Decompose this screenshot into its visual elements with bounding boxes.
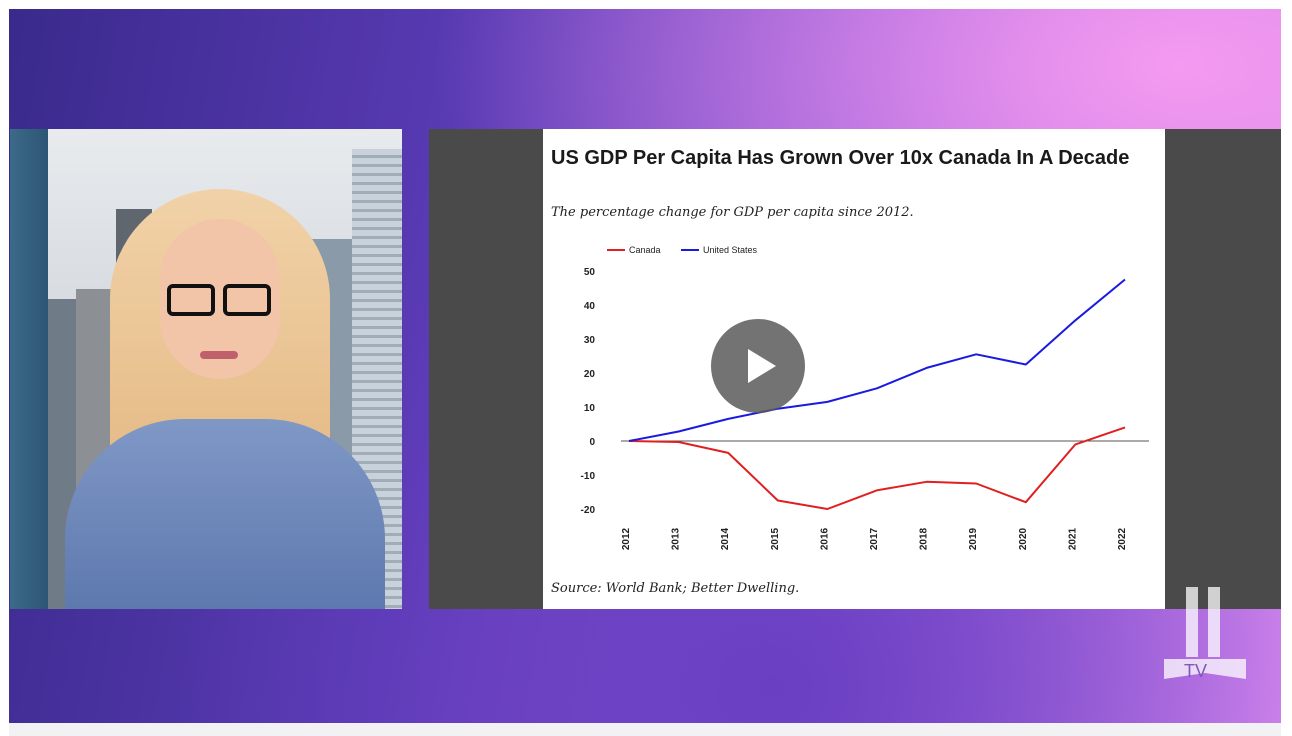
y-tick-label: 50	[584, 267, 596, 278]
y-tick-label: 40	[584, 301, 596, 312]
y-tick-label: 20	[584, 369, 596, 380]
x-tick-label: 2014	[720, 527, 731, 550]
video-player[interactable]: US GDP Per Capita Has Grown Over 10x Can…	[9, 9, 1281, 723]
x-tick-label: 2020	[1018, 527, 1029, 550]
chart-card: US GDP Per Capita Has Grown Over 10x Can…	[543, 129, 1165, 609]
legend-label: Canada	[629, 245, 661, 255]
x-tick-label: 2022	[1117, 527, 1128, 550]
chart-source: Source: World Bank; Better Dwelling.	[551, 581, 800, 596]
chart-subtitle: The percentage change for GDP per capita…	[551, 205, 914, 220]
channel-logo: TV	[1164, 587, 1246, 681]
x-tick-label: 2015	[770, 527, 781, 550]
presenter-video	[10, 129, 402, 609]
y-tick-label: -20	[581, 505, 596, 516]
y-tick-label: 10	[584, 403, 596, 414]
legend-label: United States	[703, 245, 758, 255]
chart-panel: US GDP Per Capita Has Grown Over 10x Can…	[429, 129, 1281, 609]
x-tick-label: 2012	[621, 527, 632, 550]
play-icon	[748, 349, 776, 383]
series-line-united-states	[628, 278, 1126, 442]
page-bottom-strip	[9, 723, 1281, 736]
y-tick-label: 0	[589, 437, 595, 448]
x-tick-label: 2021	[1067, 527, 1078, 550]
x-tick-label: 2017	[869, 527, 880, 550]
x-tick-label: 2019	[968, 527, 979, 550]
chart-title: US GDP Per Capita Has Grown Over 10x Can…	[551, 147, 1130, 169]
series-line-canada	[628, 426, 1126, 510]
play-button[interactable]	[711, 319, 805, 413]
x-tick-label: 2018	[919, 527, 930, 550]
line-chart: 50 40 30 20 10 0 -10 -20 2012 2013 2014 2015 2016 201…	[581, 245, 1149, 550]
x-tick-label: 2013	[671, 527, 682, 550]
y-tick-label: 30	[584, 335, 596, 346]
x-tick-label: 2016	[819, 527, 830, 550]
logo-text: TV	[1184, 661, 1207, 681]
y-tick-label: -10	[581, 471, 596, 482]
